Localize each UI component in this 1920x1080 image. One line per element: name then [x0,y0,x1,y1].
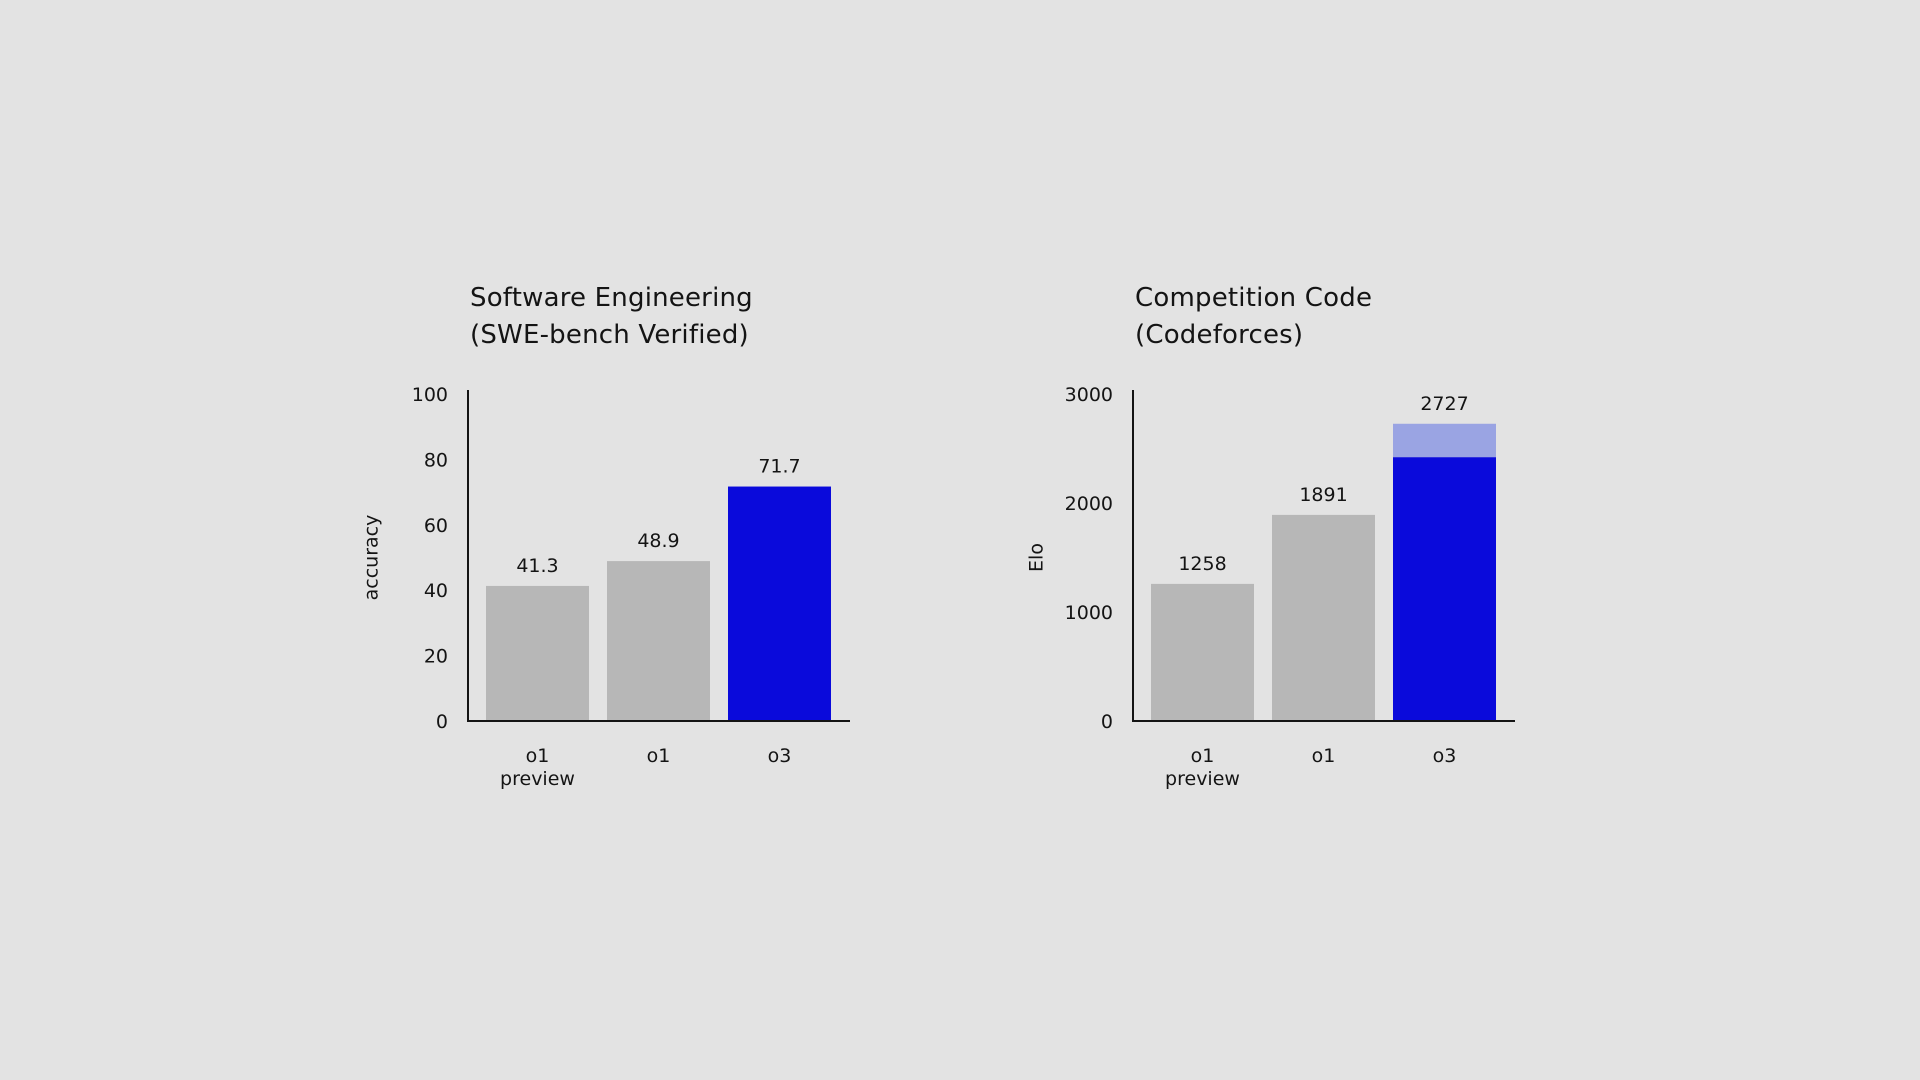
bar [1151,583,1254,721]
bar [1393,457,1496,721]
bar-value-label: 1258 [1178,553,1226,575]
bar-value-label: 2727 [1420,393,1468,415]
x-tick-label: o1 [1312,745,1336,767]
chart-title-line-2: (Codeforces) [1135,320,1304,350]
y-tick-label: 3000 [1065,384,1113,406]
y-tick-label: 2000 [1065,493,1113,515]
y-tick-label: 1000 [1065,602,1113,624]
x-tick-label: o1 [1191,745,1215,767]
chart-title-line-1: Competition Code [1135,283,1373,313]
codeforces-chart: Competition Code (Codeforces) Elo 0 1000 20… [1005,280,1625,820]
bar-value-label: 71.7 [758,456,800,478]
x-tick-label: o3 [768,745,792,767]
y-axis-label: Elo [1026,543,1048,572]
y-tick-label: 80 [424,449,448,471]
swe-bench-bar-chart: accuracy02040608010041.3o1preview48.9o17… [361,384,850,790]
bar-extension [1393,423,1496,458]
x-tick-label: preview [500,768,575,790]
codeforces-bar-chart: Elo01000200030001258o1preview1891o12727o… [1026,384,1515,790]
y-tick-label: 0 [436,711,448,733]
bar [1272,514,1375,721]
chart-title: Software Engineering (SWE-bench Verified… [470,280,753,354]
bar-value-label: 41.3 [516,555,558,577]
bar-value-label: 48.9 [637,530,679,552]
chart-title: Competition Code (Codeforces) [1135,280,1372,354]
y-tick-label: 0 [1101,711,1113,733]
chart-title-line-1: Software Engineering [470,283,753,313]
y-tick-label: 20 [424,646,448,668]
y-axis-label: accuracy [361,515,383,601]
bar [607,561,710,721]
y-tick-label: 40 [424,580,448,602]
bar [486,585,589,721]
x-tick-label: preview [1165,768,1240,790]
swe-bench-chart: Software Engineering (SWE-bench Verified… [340,280,960,820]
bar [728,486,831,721]
x-tick-label: o3 [1433,745,1457,767]
y-tick-label: 60 [424,515,448,537]
bar-value-label: 1891 [1299,484,1347,506]
y-tick-label: 100 [412,384,448,406]
x-tick-label: o1 [526,745,550,767]
x-tick-label: o1 [647,745,671,767]
chart-title-line-2: (SWE-bench Verified) [470,320,749,350]
